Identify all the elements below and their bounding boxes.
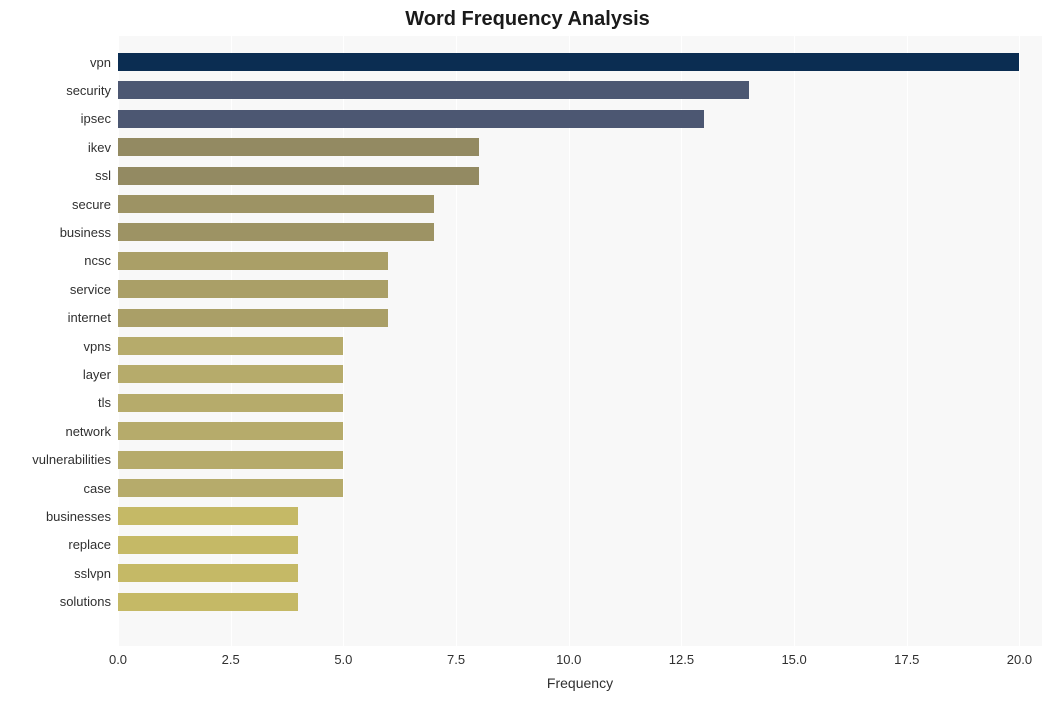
bar [118,81,749,99]
y-tick-label: internet [68,310,111,325]
bar [118,593,298,611]
y-tick-label: tls [98,395,111,410]
bar [118,195,434,213]
x-tick-label: 12.5 [669,652,694,667]
y-tick-label: businesses [46,509,111,524]
bar [118,337,343,355]
bar [118,479,343,497]
y-tick-label: ssl [95,168,111,183]
y-tick-label: solutions [60,594,111,609]
x-tick-label: 2.5 [222,652,240,667]
y-tick-label: ipsec [81,111,111,126]
bar [118,451,343,469]
y-tick-label: business [60,225,111,240]
bar [118,138,479,156]
x-tick-label: 0.0 [109,652,127,667]
bar [118,365,343,383]
plot-area [118,36,1042,646]
y-tick-label: ncsc [84,253,111,268]
gridline [907,36,908,646]
word-frequency-chart: Word Frequency Analysis Frequency 0.0 2.5… [0,0,1055,701]
gridline [1019,36,1020,646]
y-tick-label: vpn [90,55,111,70]
x-tick-label: 5.0 [334,652,352,667]
gridline [794,36,795,646]
bar [118,223,434,241]
x-tick-label: 15.0 [781,652,806,667]
bar [118,280,388,298]
y-tick-label: vpns [84,339,111,354]
x-tick-label: 10.0 [556,652,581,667]
bar [118,536,298,554]
bar [118,53,1019,71]
y-tick-label: network [65,424,111,439]
y-tick-label: case [84,481,111,496]
bar [118,252,388,270]
x-tick-label: 20.0 [1007,652,1032,667]
y-tick-label: secure [72,197,111,212]
y-tick-label: replace [68,537,111,552]
y-tick-label: security [66,83,111,98]
x-axis-label: Frequency [118,675,1042,691]
bar [118,110,704,128]
bar [118,564,298,582]
chart-title: Word Frequency Analysis [0,8,1055,31]
x-tick-label: 7.5 [447,652,465,667]
x-tick-label: 17.5 [894,652,919,667]
y-tick-label: sslvpn [74,566,111,581]
bar [118,507,298,525]
bar [118,309,388,327]
bar [118,422,343,440]
y-tick-label: layer [83,367,111,382]
bar [118,394,343,412]
y-tick-label: ikev [88,140,111,155]
bar [118,167,479,185]
y-tick-label: vulnerabilities [32,452,111,467]
y-tick-label: service [70,282,111,297]
